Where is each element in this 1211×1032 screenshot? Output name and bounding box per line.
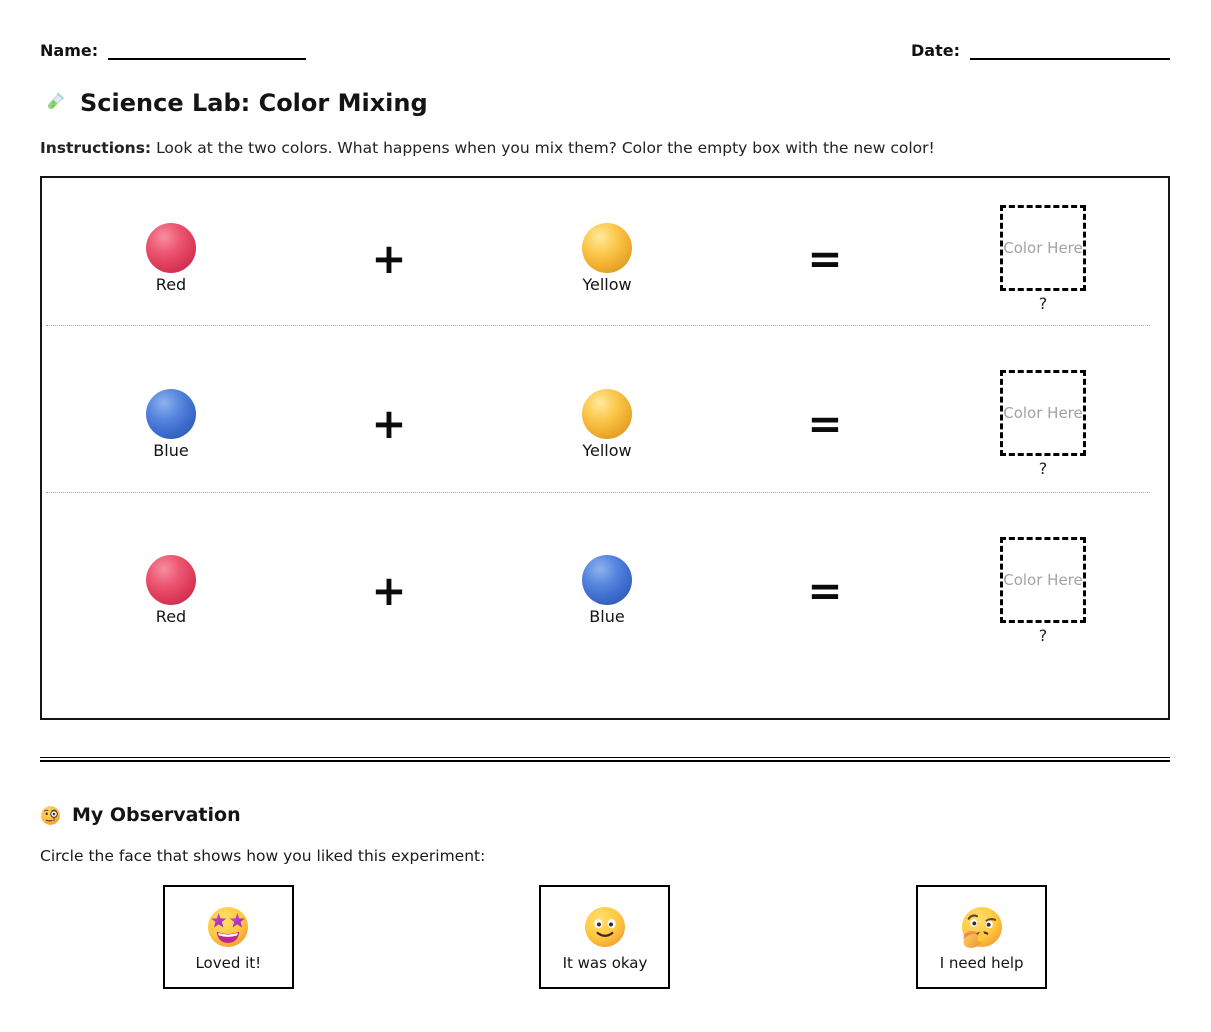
color-cell: Blue xyxy=(146,388,196,460)
row-divider xyxy=(46,492,1150,493)
name-write-line[interactable] xyxy=(108,40,307,60)
yellow-ball-icon xyxy=(582,223,632,273)
name-label: Name: xyxy=(40,41,99,60)
color-label: Blue xyxy=(589,607,625,626)
observation-prompt: Circle the face that shows how you liked… xyxy=(40,847,486,865)
test-tube-icon xyxy=(40,90,67,117)
observation-title-text: My Observation xyxy=(72,804,241,826)
header-row: Name: Date: xyxy=(40,40,1170,60)
date-label: Date: xyxy=(911,41,960,60)
mix-row-1: Red + Yellow = Color Here ? xyxy=(42,178,1168,325)
mix-row-3: Red + Blue = Color Here ? xyxy=(42,493,1168,718)
result-cell: Color Here ? xyxy=(1000,370,1086,478)
page-title: Science Lab: Color Mixing xyxy=(40,89,1170,117)
color-here-placeholder: Color Here xyxy=(1003,238,1083,257)
option-loved-it[interactable]: Loved it! xyxy=(162,885,294,989)
color-mixing-table: Red + Yellow = Color Here ? Blue + xyxy=(40,176,1170,720)
instructions-text: Look at the two colors. What happens whe… xyxy=(151,139,935,157)
color-cell: Yellow xyxy=(582,388,632,460)
row-divider xyxy=(46,325,1150,326)
rating-options: Loved it! It was okay xyxy=(40,885,1170,989)
red-ball-icon xyxy=(146,555,196,605)
face-with-monocle-icon xyxy=(40,805,61,826)
option-label: It was okay xyxy=(562,953,648,972)
plus-sign: + xyxy=(371,233,407,283)
section-divider xyxy=(40,757,1170,762)
color-label: Yellow xyxy=(582,275,632,294)
result-cell: Color Here ? xyxy=(1000,536,1086,645)
red-ball-icon xyxy=(146,223,196,273)
question-mark: ? xyxy=(1038,625,1048,645)
option-it-was-okay[interactable]: It was okay xyxy=(539,885,671,989)
smiling-face-emoji-icon xyxy=(581,903,629,951)
result-cell: Color Here ? xyxy=(1000,204,1086,313)
option-label: Loved it! xyxy=(195,953,262,972)
color-label: Red xyxy=(155,607,187,626)
equals-sign: = xyxy=(807,399,843,448)
equals-sign: = xyxy=(807,233,843,283)
plus-sign: + xyxy=(371,399,407,448)
color-label: Blue xyxy=(153,440,189,460)
color-cell: Yellow xyxy=(582,223,632,294)
instructions-line: Instructions: Look at the two colors. Wh… xyxy=(40,139,1170,157)
plus-sign: + xyxy=(371,565,407,615)
color-here-placeholder: Color Here xyxy=(1003,404,1083,422)
color-here-placeholder: Color Here xyxy=(1003,570,1083,589)
color-cell: Red xyxy=(146,555,196,626)
yellow-ball-icon xyxy=(582,388,632,439)
color-here-box[interactable]: Color Here xyxy=(1000,536,1086,623)
color-cell: Red xyxy=(146,223,196,294)
color-here-box[interactable]: Color Here xyxy=(1000,204,1086,291)
color-label: Yellow xyxy=(582,440,632,460)
star-struck-emoji-icon xyxy=(204,903,252,951)
thinking-face-emoji-icon xyxy=(958,903,1006,951)
color-label: Red xyxy=(155,275,187,294)
option-i-need-help[interactable]: I need help xyxy=(916,885,1048,989)
date-field: Date: xyxy=(911,40,1170,60)
question-mark: ? xyxy=(1038,293,1048,313)
observation-title: My Observation xyxy=(40,804,1170,826)
mix-row-2: Blue + Yellow = Color Here ? xyxy=(42,326,1168,492)
color-cell: Blue xyxy=(582,555,632,626)
instructions-label: Instructions: xyxy=(40,139,152,157)
option-label: I need help xyxy=(939,953,1024,972)
date-write-line[interactable] xyxy=(970,40,1170,60)
equals-sign: = xyxy=(807,565,843,615)
worksheet-page: Name: Date: Science Lab: Color Mixing In xyxy=(40,40,1170,989)
blue-ball-icon xyxy=(582,555,632,605)
color-here-box[interactable]: Color Here xyxy=(1000,370,1086,456)
blue-ball-icon xyxy=(146,388,196,439)
name-field: Name: xyxy=(40,40,307,60)
question-mark: ? xyxy=(1038,459,1048,478)
page-title-text: Science Lab: Color Mixing xyxy=(80,89,428,117)
